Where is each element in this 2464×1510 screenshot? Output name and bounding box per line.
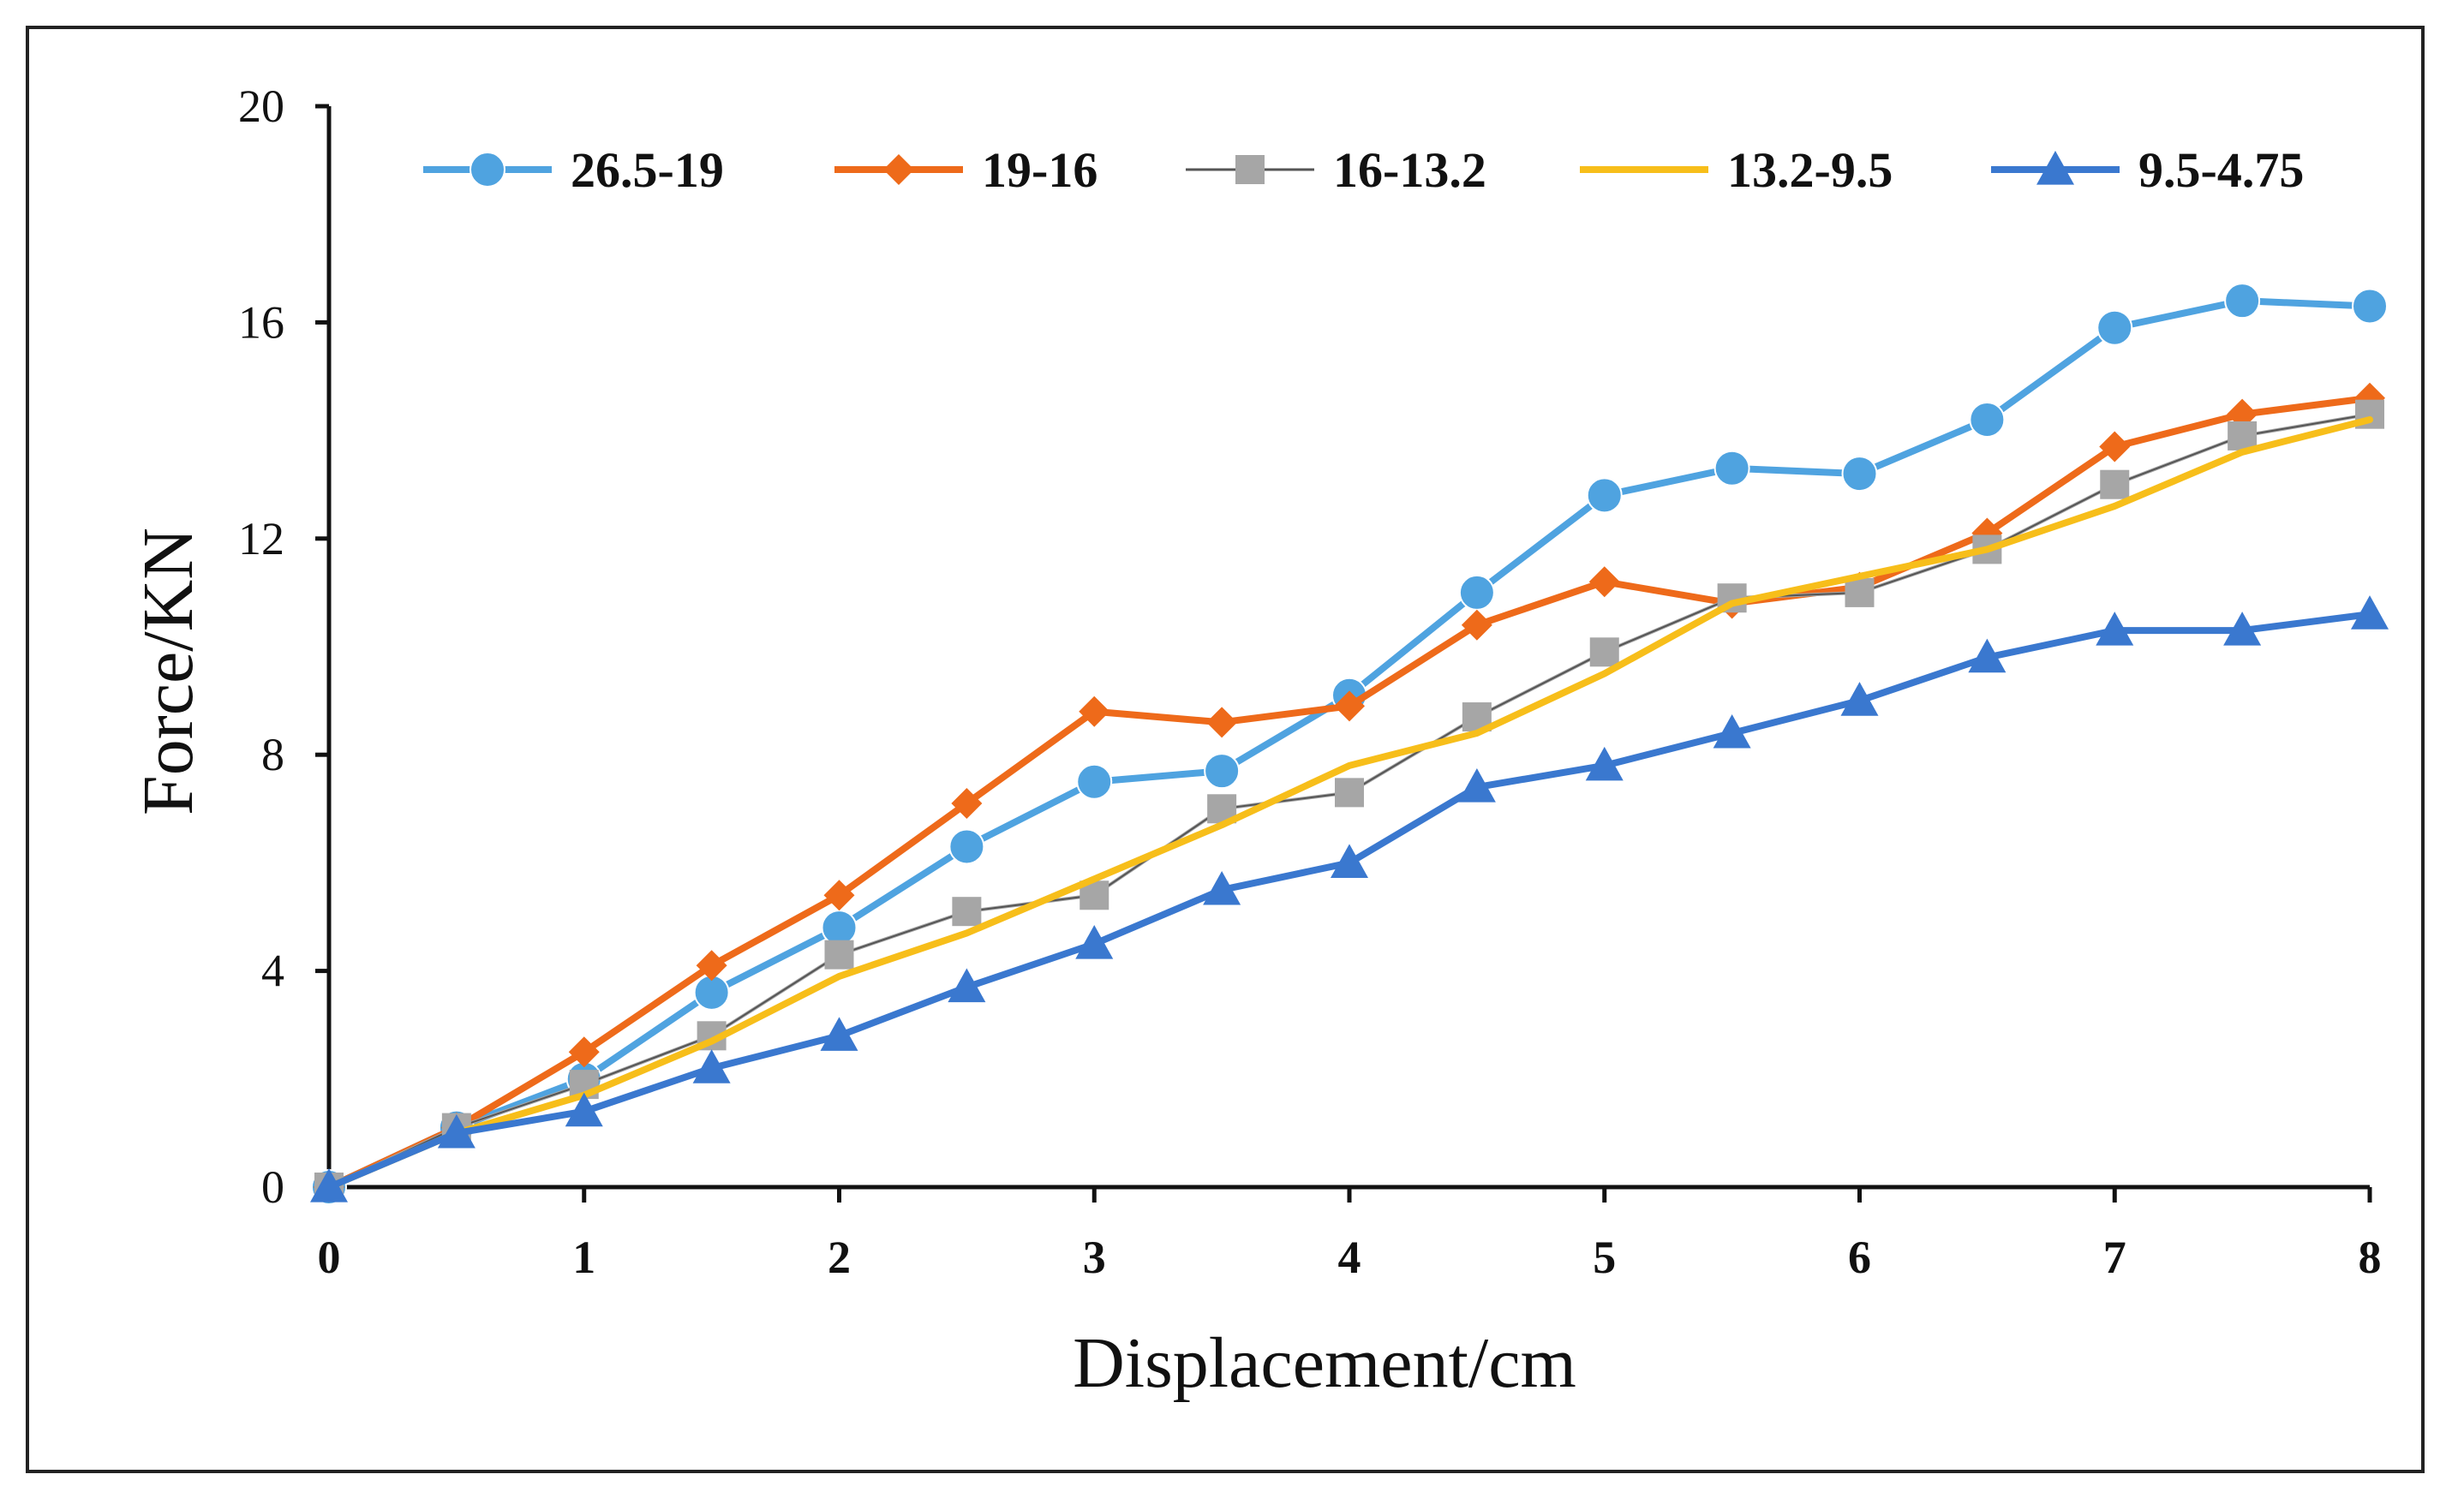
legend-marker [469,152,505,188]
y-tick-label: 0 [261,1161,284,1213]
legend-entry-26.5-19: 26.5-19 [423,142,724,198]
series-13.2-9.5 [326,415,2373,1191]
data-point [821,910,858,946]
data-point [1585,746,1624,781]
data-point [1713,713,1751,749]
legend-marker [2036,151,2074,185]
x-tick-label: 5 [1593,1232,1616,1283]
data-point [1079,695,1110,727]
x-tick-label: 0 [318,1232,341,1283]
legend-entry-13.2-9.5: 13.2-9.5 [1580,142,1893,198]
data-point [1206,707,1238,738]
x-tick-label: 7 [2103,1232,2126,1283]
legend-label: 16-13.2 [1333,142,1486,198]
legend-entry-19-16: 19-16 [834,142,1097,198]
y-axis-title: Force/KN [129,528,208,815]
legend-entry-9.5-4.75: 9.5-4.75 [1991,142,2304,198]
data-point [1586,477,1623,514]
legend-entry-16-13.2: 16-13.2 [1186,142,1486,198]
data-point [1589,637,1619,667]
data-point [2100,469,2130,499]
data-point [1968,638,2006,673]
legend-marker [1235,155,1265,184]
legend-label: 26.5-19 [571,142,724,198]
data-point [820,1017,858,1051]
data-point [2099,431,2131,463]
data-point [692,1049,731,1083]
chart-frame: 0 4 8 12 16 20 0 1 2 3 4 5 6 7 8 26.5-19 19-16 16-13.2 13… [26,26,2425,1473]
data-point [1203,870,1241,905]
data-point [1845,577,1875,607]
data-point [1204,753,1241,790]
series-line [326,297,2373,1191]
x-axis-title: Displacement/cm [1073,1323,1576,1403]
data-point [1840,682,1879,716]
data-point [1458,574,1495,611]
data-point [1335,778,1364,808]
x-tick-label: 8 [2359,1232,2382,1283]
data-point [1076,763,1113,800]
data-point [565,1092,603,1127]
data-point [437,1113,475,1149]
legend: 26.5-19 19-16 16-13.2 13.2-9.5 9.5-4.75 [423,142,2304,198]
data-point [1461,609,1492,641]
data-point [2223,612,2262,646]
x-tick-label: 1 [572,1232,595,1283]
data-point [1075,925,1114,959]
y-tick-label: 20 [238,81,284,132]
data-point [1331,844,1368,878]
y-tick-label: 16 [238,296,284,348]
legend-marker [883,154,914,185]
data-point [1969,401,2006,438]
x-tick-label: 3 [1083,1232,1106,1283]
series-19-16 [314,382,2385,1203]
x-tick-label: 6 [1848,1232,1871,1283]
data-point [951,787,983,819]
data-point [952,897,982,927]
series-26.5-19 [311,283,2388,1205]
data-point [1841,456,1878,492]
y-tick-label: 8 [261,729,284,780]
y-tick-label: 12 [238,513,284,564]
series-line [326,415,2373,1191]
data-point [696,950,727,982]
data-point [1334,690,1365,722]
data-point [823,880,855,911]
data-point [2224,283,2261,319]
data-point [2096,612,2134,646]
x-tick-label: 2 [828,1232,851,1283]
data-point [2228,421,2258,451]
data-point [568,1036,600,1068]
data-point [1588,566,1620,598]
legend-label: 13.2-9.5 [1727,142,1893,198]
data-point [2351,595,2389,630]
data-point [824,940,854,970]
data-point [2096,309,2133,346]
data-point [948,828,985,865]
series-9.5-4.75 [310,595,2389,1203]
legend-label: 9.5-4.75 [2138,142,2304,198]
data-point [1457,768,1496,803]
y-tick-label: 4 [261,946,284,997]
x-tick-label: 4 [1338,1232,1361,1283]
data-point [310,1168,348,1203]
legend-label: 19-16 [982,142,1097,198]
data-point [2352,288,2388,325]
data-point [948,968,986,1003]
series-layer [310,283,2389,1205]
data-point [1713,450,1750,486]
